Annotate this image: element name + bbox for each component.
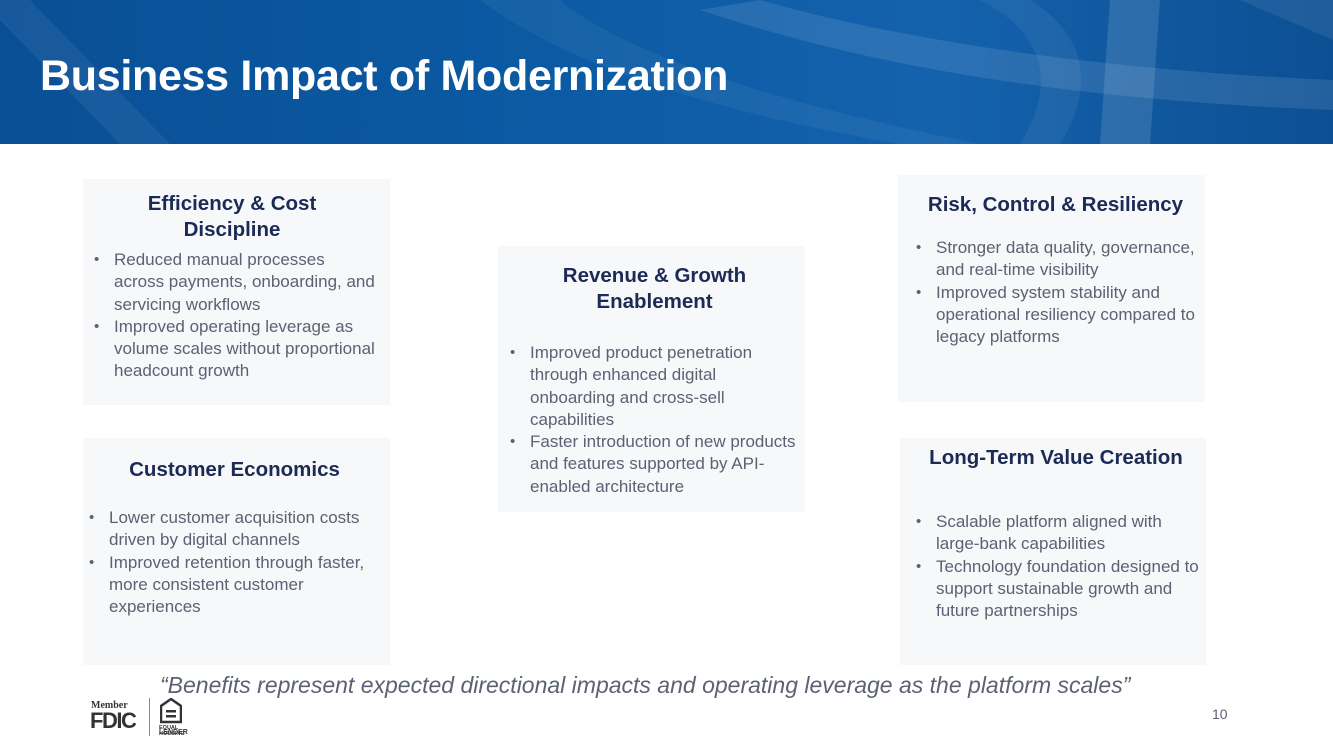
- card-revenue: Revenue & Growth Enablement Improved pro…: [498, 246, 805, 512]
- fdic-label: FDIC: [90, 708, 137, 733]
- list-item: Reduced manual processes across payments…: [88, 249, 376, 316]
- list-item: Improved system stability and operationa…: [910, 282, 1201, 349]
- list-item: Lower customer acquisition costs driven …: [83, 507, 386, 552]
- equal-housing-label: EQUAL HOUSING: [159, 725, 185, 737]
- list-item: Improved operating leverage as volume sc…: [88, 316, 376, 383]
- list-item: Improved product penetration through enh…: [504, 342, 805, 431]
- card-efficiency: Efficiency & Cost Discipline Reduced man…: [83, 179, 390, 405]
- header-banner: Business Impact of Modernization: [0, 0, 1333, 144]
- card-revenue-title: Revenue & Growth Enablement: [562, 264, 747, 313]
- logo-divider: [149, 698, 150, 736]
- card-longterm-bullets: Scalable platform aligned with large-ban…: [910, 511, 1202, 622]
- slide-title: Business Impact of Modernization: [40, 52, 729, 100]
- card-customer: Customer Economics Lower customer acquis…: [83, 438, 390, 665]
- list-item: Faster introduction of new products and …: [504, 431, 805, 498]
- list-item: Scalable platform aligned with large-ban…: [910, 511, 1202, 556]
- list-item: Improved retention through faster, more …: [83, 552, 386, 619]
- fdic-logo: Member FDIC EQUAL HOUSING LENDER: [88, 698, 198, 738]
- card-risk-bullets: Stronger data quality, governance, and r…: [910, 237, 1201, 348]
- card-risk-title: Risk, Control & Resiliency: [927, 193, 1184, 216]
- card-efficiency-title: Efficiency & Cost Discipline: [147, 192, 317, 241]
- list-item: Stronger data quality, governance, and r…: [910, 237, 1201, 282]
- lender-label: LENDER: [159, 729, 188, 736]
- banner-pattern: [0, 0, 1333, 144]
- list-item: Technology foundation designed to suppor…: [910, 556, 1202, 623]
- card-revenue-bullets: Improved product penetration through enh…: [504, 342, 805, 498]
- equal-housing-icon: [160, 698, 182, 724]
- card-customer-bullets: Lower customer acquisition costs driven …: [83, 507, 386, 618]
- member-label: Member: [91, 700, 128, 711]
- card-efficiency-bullets: Reduced manual processes across payments…: [88, 249, 376, 383]
- footnote-quote: “Benefits represent expected directional…: [160, 672, 1131, 698]
- card-customer-title: Customer Economics: [129, 458, 340, 481]
- card-longterm-title: Long-Term Value Creation: [929, 446, 1183, 469]
- card-longterm: Long-Term Value Creation Scalable platfo…: [900, 438, 1206, 665]
- card-risk: Risk, Control & Resiliency Stronger data…: [898, 175, 1205, 402]
- page-number: 10: [1212, 706, 1228, 722]
